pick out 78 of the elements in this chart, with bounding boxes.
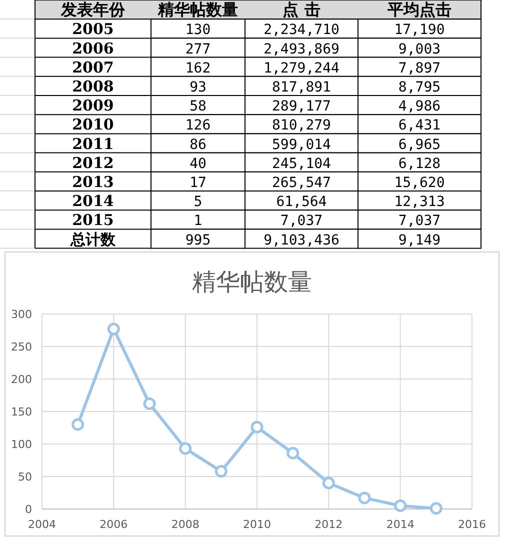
point xyxy=(143,397,156,410)
data-label: 265,547 xyxy=(272,175,332,191)
y-tick-label: 150 xyxy=(11,406,32,418)
y-tick-label: 50 xyxy=(18,470,32,484)
y-tick-label: 2015 xyxy=(72,211,114,230)
y-tick-label: 2011 xyxy=(72,134,114,153)
data-label: 599,014 xyxy=(272,136,332,153)
point xyxy=(358,492,371,504)
data-label: 5 xyxy=(194,194,202,210)
data-label: 126 xyxy=(185,118,211,134)
data-label: 817,891 xyxy=(272,80,332,96)
y-tick-label: 2012 xyxy=(72,154,114,172)
data-label: 17 xyxy=(190,175,206,191)
data-label: 6,431 xyxy=(398,118,441,134)
y-axis-title: 发表年份 xyxy=(60,0,126,20)
data-label: 1,279,244 xyxy=(264,60,340,76)
point xyxy=(72,418,84,431)
point xyxy=(214,465,228,478)
x-tick-label: 2004 xyxy=(28,518,56,531)
data-label: 289,177 xyxy=(272,98,332,115)
y-tick-label: 100 xyxy=(11,438,32,451)
data-label: 15,620 xyxy=(394,175,445,191)
y-tick-label: 2010 xyxy=(72,116,114,134)
data-label: 162 xyxy=(185,60,211,76)
data-label: 2,493,869 xyxy=(264,41,340,58)
data-label: 4,986 xyxy=(398,98,441,115)
data-label: 810,279 xyxy=(272,118,332,134)
y-tick-label: 2006 xyxy=(72,39,114,58)
y-tick-label: 总计数 xyxy=(70,230,116,248)
data-label: 9,149 xyxy=(398,232,441,248)
data-label: 61,564 xyxy=(276,194,327,210)
data-label: 130 xyxy=(185,22,211,38)
point xyxy=(107,322,120,336)
y-tick-label: 200 xyxy=(11,373,32,386)
data-label: 6,965 xyxy=(398,136,441,153)
data-label: 7,897 xyxy=(398,60,441,76)
x-tick-label: 2008 xyxy=(171,518,200,531)
y-tick-label: 2007 xyxy=(72,58,114,76)
data-label: 12,313 xyxy=(394,194,445,210)
x-tick-label: 平均点击 xyxy=(386,0,452,20)
point xyxy=(179,442,192,455)
data-label: 40 xyxy=(190,156,206,172)
data-label: 17,190 xyxy=(394,22,445,38)
data-label: 1 xyxy=(194,213,202,230)
x-tick-label: 精华帖数量 xyxy=(157,0,238,20)
y-tick-label: 2013 xyxy=(72,173,114,191)
data-label: 9,003 xyxy=(398,41,441,58)
x-tick-label: 2016 xyxy=(458,518,486,531)
y-tick-label: 2009 xyxy=(72,96,114,115)
x-tick-label: 点 击 xyxy=(282,0,320,20)
y-tick-label: 2005 xyxy=(72,20,114,38)
point xyxy=(430,502,442,515)
data-label: 995 xyxy=(185,232,211,248)
y-tick-label: 2014 xyxy=(72,192,114,210)
x-tick-label: 2006 xyxy=(100,518,128,531)
x-tick-label: 2014 xyxy=(386,518,414,531)
point xyxy=(286,446,300,460)
data-label: 277 xyxy=(185,41,211,58)
y-tick-label: 0 xyxy=(25,503,32,516)
data-label: 7,037 xyxy=(398,213,441,230)
data-label: 6,128 xyxy=(398,156,441,172)
data-label: 8,795 xyxy=(398,80,441,96)
point xyxy=(322,476,335,490)
data-label: 58 xyxy=(190,98,206,115)
y-tick-label: 2008 xyxy=(72,78,114,96)
y-tick-label: 250 xyxy=(11,340,32,354)
data-label: 245,104 xyxy=(272,156,332,172)
data-label: 86 xyxy=(190,136,206,153)
x-tick-label: 2012 xyxy=(314,518,343,531)
data-label: 93 xyxy=(190,80,206,96)
data-label: 7,037 xyxy=(280,213,323,230)
data-label: 2,234,710 xyxy=(264,22,340,38)
chart-title: 精华帖数量 xyxy=(192,268,312,296)
x-tick-label: 2010 xyxy=(243,518,271,531)
data-label: 9,103,436 xyxy=(264,232,340,248)
point xyxy=(250,420,264,434)
y-tick-label: 300 xyxy=(11,308,32,321)
point xyxy=(394,500,407,512)
